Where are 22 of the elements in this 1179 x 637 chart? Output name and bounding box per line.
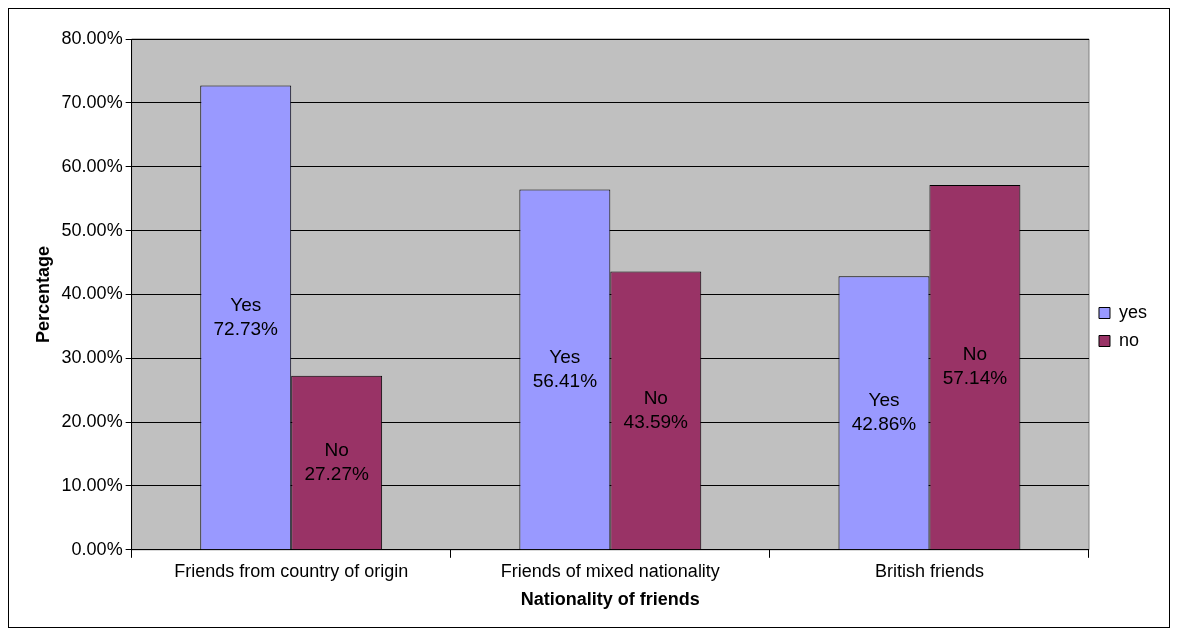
y-axis-title: Percentage [32, 245, 53, 343]
data-label: Yes 72.73% [213, 293, 279, 339]
y-tick-label: 10.00% [61, 474, 123, 495]
x-tick-label: Friends of mixed nationality [500, 560, 720, 581]
legend-label: yes [1118, 301, 1147, 322]
data-label: No 57.14% [942, 343, 1008, 389]
y-tick-label: 70.00% [61, 91, 123, 112]
data-label: Yes 56.41% [532, 345, 598, 391]
data-label: No 43.59% [623, 386, 689, 432]
x-tick-label: British friends [874, 560, 984, 581]
x-tick-label: Friends from country of origin [174, 560, 409, 581]
y-tick-label: 50.00% [61, 219, 123, 240]
y-tick-label: 80.00% [61, 27, 123, 48]
data-label: No 27.27% [304, 438, 369, 484]
x-axis-title: Nationality of friends [520, 589, 700, 610]
y-tick-label: 20.00% [61, 411, 123, 432]
y-tick-label: 0.00% [71, 538, 123, 559]
y-tick-label: 40.00% [61, 283, 123, 304]
data-label: Yes 42.86% [851, 388, 917, 434]
legend-label: no [1118, 329, 1140, 350]
y-tick-label: 60.00% [61, 155, 123, 176]
y-tick-label: 30.00% [61, 347, 123, 368]
